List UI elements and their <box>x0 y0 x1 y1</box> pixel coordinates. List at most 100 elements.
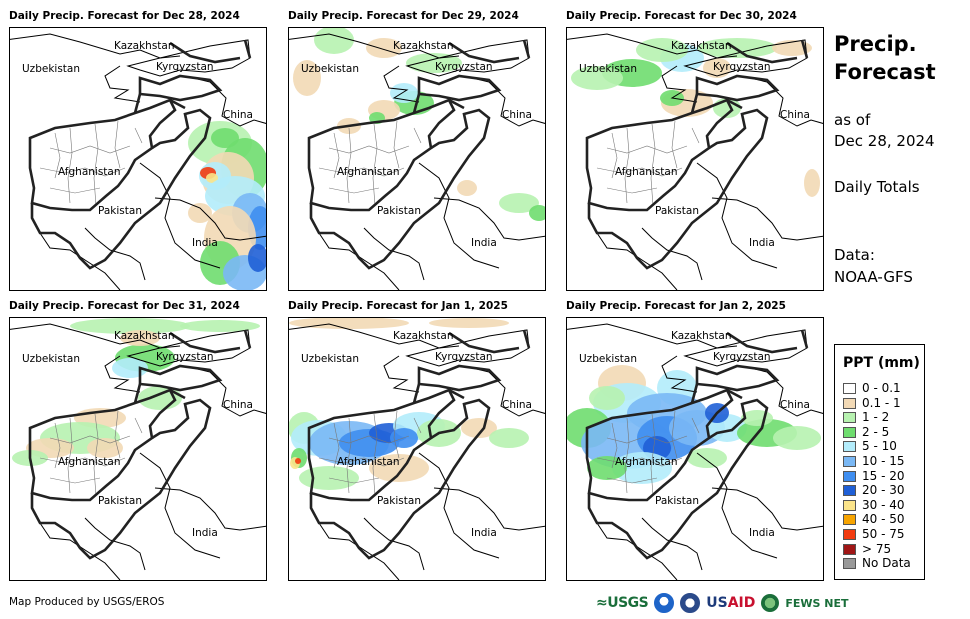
legend-label: 15 - 20 <box>862 468 905 483</box>
legend-label: 20 - 30 <box>862 483 905 498</box>
precip-area <box>295 458 301 464</box>
country-label-uzbekistan: Uzbekistan <box>579 353 637 365</box>
country-border <box>405 39 530 77</box>
afghanistan-border <box>585 388 734 502</box>
precip-area <box>499 193 539 213</box>
legend-item: 30 - 40 <box>843 498 905 512</box>
focus-region-border <box>690 383 699 404</box>
focus-region-border <box>243 329 252 349</box>
country-border <box>139 452 221 559</box>
afghanistan-border <box>28 388 177 502</box>
country-label-afghanistan: Afghanistan <box>337 166 400 178</box>
precip-area <box>248 244 266 272</box>
map-panel-dec31: Kazakhstan Uzbekistan Kyrgyzstan China Afgha… <box>9 317 267 581</box>
province-border <box>393 410 400 459</box>
fews-net-logo: FEWS NET <box>785 596 849 610</box>
map-canvas: Kazakhstan Uzbekistan Kyrgyzstan China Afgha… <box>289 318 545 580</box>
focus-region-border <box>169 388 186 400</box>
focus-region-border <box>30 108 212 270</box>
legend-label: 2 - 5 <box>862 424 890 439</box>
country-label-kyrgyzstan: Kyrgyzstan <box>435 351 493 363</box>
precip-area <box>612 452 672 484</box>
usgs-logo: ≈USGS <box>596 595 649 611</box>
panel-title: Daily Precip. Forecast for Dec 31, 2024 <box>9 300 240 312</box>
as-of-label: as of <box>834 111 871 129</box>
country-border <box>641 227 703 281</box>
country-label-kazakhstan: Kazakhstan <box>393 330 454 342</box>
country-border <box>383 65 420 103</box>
province-border <box>346 127 352 204</box>
precip-area <box>429 318 509 328</box>
country-border <box>433 487 545 531</box>
map-panel-dec29: Kazakhstan Uzbekistan Kyrgyzstan China Afgha… <box>288 27 546 291</box>
focus-region-border <box>448 388 465 400</box>
precip-area <box>589 386 625 410</box>
province-border <box>611 422 618 469</box>
precip-area <box>703 58 731 78</box>
legend-swatch <box>843 456 856 467</box>
country-label-india: India <box>192 237 218 249</box>
country-label-kyrgyzstan: Kyrgyzstan <box>435 61 493 73</box>
sidebar-title-line1: Precip. <box>834 32 917 56</box>
panel-title: Daily Precip. Forecast for Dec 28, 2024 <box>9 10 240 22</box>
province-border <box>93 413 99 497</box>
focus-region-border <box>309 398 491 560</box>
country-label-kazakhstan: Kazakhstan <box>114 330 175 342</box>
country-border <box>84 227 146 281</box>
province-border <box>606 477 658 484</box>
precip-area <box>461 418 497 438</box>
focus-region-border <box>169 41 241 64</box>
precip-area <box>687 448 727 468</box>
country-border <box>463 75 545 127</box>
focus-region-border <box>726 41 798 64</box>
afghanistan-border <box>28 98 177 212</box>
country-border <box>154 487 266 531</box>
usaid-logo-us: US <box>706 595 728 611</box>
country-label-china: China <box>780 399 810 411</box>
precip-area <box>289 318 409 329</box>
legend-label: 0.1 - 1 <box>862 395 901 410</box>
country-border <box>683 329 808 367</box>
country-border <box>418 162 500 269</box>
country-border <box>184 365 266 417</box>
focus-region-border <box>726 331 798 354</box>
province-border <box>346 417 352 494</box>
panel-title: Daily Precip. Forecast for Jan 2, 2025 <box>566 300 786 312</box>
focus-region-border <box>522 329 531 349</box>
country-label-uzbekistan: Uzbekistan <box>301 353 359 365</box>
legend-item: 0 - 0.1 <box>843 381 901 395</box>
province-border <box>413 417 422 434</box>
country-label-kyrgyzstan: Kyrgyzstan <box>156 351 214 363</box>
precip-area <box>206 173 218 183</box>
country-label-kazakhstan: Kazakhstan <box>393 40 454 52</box>
map-canvas: Kazakhstan Uzbekistan Kyrgyzstan China Afgha… <box>10 318 266 580</box>
country-border <box>39 232 121 290</box>
province-border <box>114 120 121 169</box>
legend-label: 50 - 75 <box>862 527 905 541</box>
country-label-uzbekistan: Uzbekistan <box>22 353 80 365</box>
focus-region-border <box>448 98 465 110</box>
province-border <box>606 187 658 194</box>
focus-region-border <box>587 398 769 560</box>
province-border <box>67 127 73 204</box>
legend-swatch <box>843 543 856 555</box>
province-border <box>624 127 630 204</box>
province-border <box>606 145 688 154</box>
legend-label: No Data <box>862 556 911 571</box>
focus-region-border <box>309 108 491 270</box>
legend-label: 40 - 50 <box>862 512 905 527</box>
province-border <box>372 413 378 497</box>
province-border <box>328 187 380 194</box>
legend-item: 2 - 5 <box>843 425 889 439</box>
focus-region-border <box>417 74 502 102</box>
precip-area <box>211 128 239 148</box>
legend-swatch <box>843 558 856 570</box>
map-canvas: Kazakhstan Uzbekistan Kyrgyzstan China Afgha… <box>567 323 823 580</box>
country-label-pakistan: Pakistan <box>377 495 421 507</box>
legend-swatch <box>843 529 856 540</box>
focus-region-border <box>417 364 502 392</box>
afghanistan-border <box>307 388 456 502</box>
province-border <box>49 477 101 484</box>
legend-swatch <box>843 485 856 497</box>
